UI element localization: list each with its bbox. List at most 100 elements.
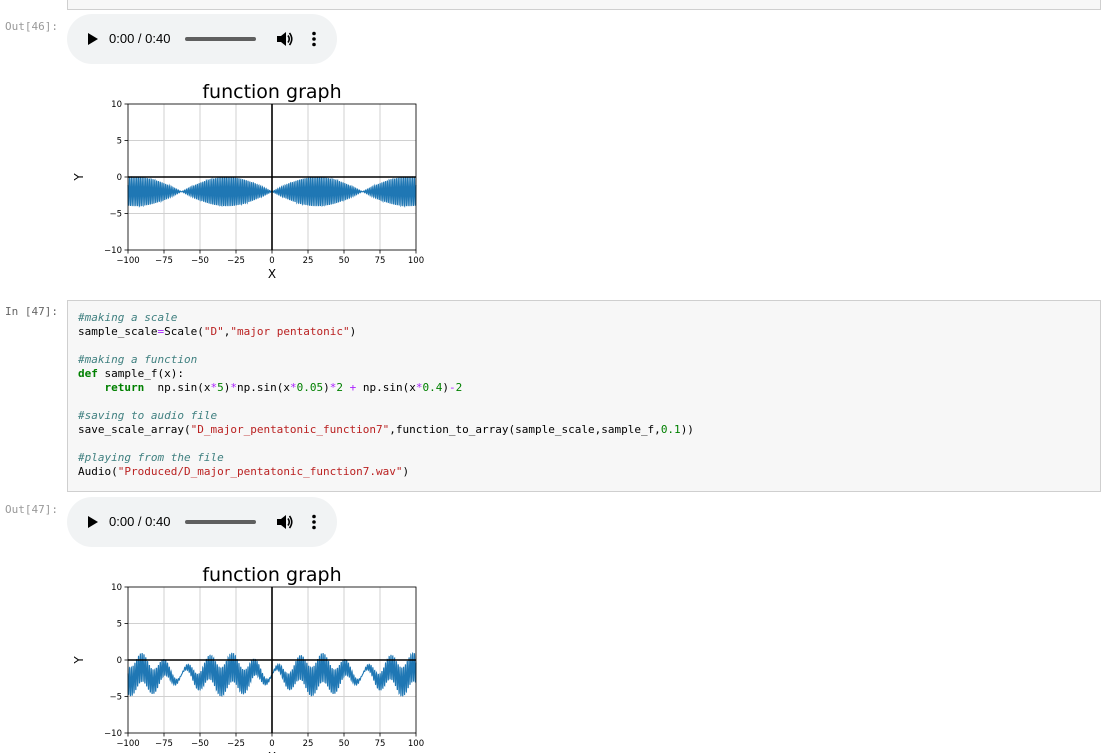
y-tick-label: −10 [104, 729, 122, 739]
code-line: #saving to audio file [78, 409, 694, 423]
x-tick-label: 25 [303, 739, 314, 749]
more-vert-icon[interactable] [305, 31, 323, 47]
code-token: 0.4 [422, 381, 443, 394]
code-line [78, 437, 694, 451]
x-tick-label: −75 [155, 256, 173, 266]
output-prompt-46: Out[46]: [5, 20, 58, 33]
code-line [78, 339, 694, 353]
y-tick-label: 10 [111, 583, 122, 593]
play-icon[interactable] [88, 516, 98, 528]
code-editor[interactable]: #making a scale sample_scale=Scale("D","m… [78, 311, 694, 479]
x-tick-label: 75 [375, 739, 386, 749]
y-tick-label: 5 [117, 620, 122, 630]
code-comment: #making a function [78, 353, 198, 366]
code-line: #making a function [78, 353, 694, 367]
input-prompt-47: In [47]: [5, 305, 58, 318]
more-vert-icon[interactable] [305, 514, 323, 530]
code-token: 2 [455, 381, 463, 394]
x-tick-label: 0 [269, 256, 274, 266]
x-tick-label: −50 [191, 739, 209, 749]
y-tick-label: 10 [111, 100, 122, 110]
code-token: np.sin(x [144, 381, 211, 394]
x-tick-label: −25 [227, 256, 245, 266]
code-token: 0.1 [660, 423, 681, 436]
x-axis-label: X [268, 750, 276, 753]
volume-icon[interactable] [276, 514, 294, 530]
x-tick-label: 50 [339, 739, 350, 749]
code-token: * [415, 381, 423, 394]
audio-player-47[interactable]: 0:00 / 0:40 [67, 497, 337, 547]
code-token: - [448, 381, 456, 394]
code-line: def sample_f(x): [78, 367, 694, 381]
code-line [78, 395, 694, 409]
code-token: Audio( [78, 465, 118, 478]
code-token: 2 [336, 381, 343, 394]
x-tick-label: −25 [227, 739, 245, 749]
code-token: ) [223, 381, 231, 394]
x-tick-label: 0 [269, 739, 274, 749]
audio-progress-track[interactable] [185, 520, 256, 524]
x-tick-label: 75 [375, 256, 386, 266]
code-token: = [157, 325, 165, 338]
chart-title: function graph [202, 81, 341, 103]
code-token: Scale( [164, 325, 204, 338]
volume-icon[interactable] [276, 31, 294, 47]
x-tick-label: 100 [408, 739, 424, 749]
code-token: ) [349, 325, 357, 338]
y-tick-label: −5 [109, 693, 122, 703]
audio-progress-track[interactable] [185, 37, 256, 41]
code-token: save_scale_array( [78, 423, 191, 436]
code-token: * [289, 381, 297, 394]
code-token: ) [442, 381, 449, 394]
code-token: sample_f(x): [97, 367, 184, 380]
code-token: 0.05 [296, 381, 324, 394]
chart-title: function graph [202, 564, 341, 586]
x-tick-label: −75 [155, 739, 173, 749]
code-token: np.sin(x [236, 381, 290, 394]
code-token: sample_scale [78, 325, 158, 338]
y-tick-label: −5 [109, 210, 122, 220]
code-token: "major pentatonic" [230, 325, 350, 338]
code-token: ,function_to_array(sample_scale,sample_f… [389, 423, 661, 436]
audio-time: 0:00 / 0:40 [109, 31, 171, 46]
code-token: * [210, 381, 218, 394]
code-token: )) [680, 423, 694, 436]
code-line: Audio("Produced/D_major_pentatonic_funct… [78, 465, 694, 479]
y-tick-label: −10 [104, 246, 122, 256]
code-token: ) [323, 381, 330, 394]
code-token: def [78, 367, 98, 380]
code-comment: #playing from the file [78, 451, 224, 464]
y-tick-label: 0 [117, 656, 122, 666]
code-line: save_scale_array("D_major_pentatonic_fun… [78, 423, 694, 437]
y-axis-label: Y [72, 173, 86, 182]
audio-time: 0:00 / 0:40 [109, 514, 171, 529]
code-cell-47[interactable]: #making a scale sample_scale=Scale("D","m… [67, 300, 1101, 492]
y-tick-label: 5 [117, 137, 122, 147]
x-tick-label: 100 [408, 256, 424, 266]
code-line: return np.sin(x*5)*np.sin(x*0.05)*2 + np… [78, 381, 694, 395]
code-comment: #making a scale [78, 311, 178, 324]
code-token: "D_major_pentatonic_function7" [190, 423, 390, 436]
code-token: np.sin(x [356, 381, 416, 394]
code-token: "D" [203, 325, 224, 338]
function-graph-2: −100 −75 −50 −25 0 25 50 75 100 10 5 0 −5 −10 function… [60, 559, 430, 753]
code-token: ) [402, 465, 410, 478]
code-line: #playing from the file [78, 451, 694, 465]
code-line: sample_scale=Scale("D","major pentatonic… [78, 325, 694, 339]
y-axis-label: Y [72, 656, 86, 665]
code-token: , [223, 325, 231, 338]
code-token: * [329, 381, 337, 394]
output-prompt-47: Out[47]: [5, 503, 58, 516]
x-tick-label: −50 [191, 256, 209, 266]
audio-player-46[interactable]: 0:00 / 0:40 [67, 14, 337, 64]
code-token: + [349, 381, 357, 394]
code-line: #making a scale [78, 311, 694, 325]
play-icon[interactable] [88, 33, 98, 45]
x-tick-label: −100 [116, 739, 139, 749]
y-tick-label: 0 [117, 173, 122, 183]
code-token: return [104, 381, 145, 394]
code-token: "Produced/D_major_pentatonic_function7.w… [117, 465, 403, 478]
previous-cell-bottom [67, 0, 1101, 10]
code-token: * [230, 381, 237, 394]
x-axis-label: X [268, 267, 276, 281]
